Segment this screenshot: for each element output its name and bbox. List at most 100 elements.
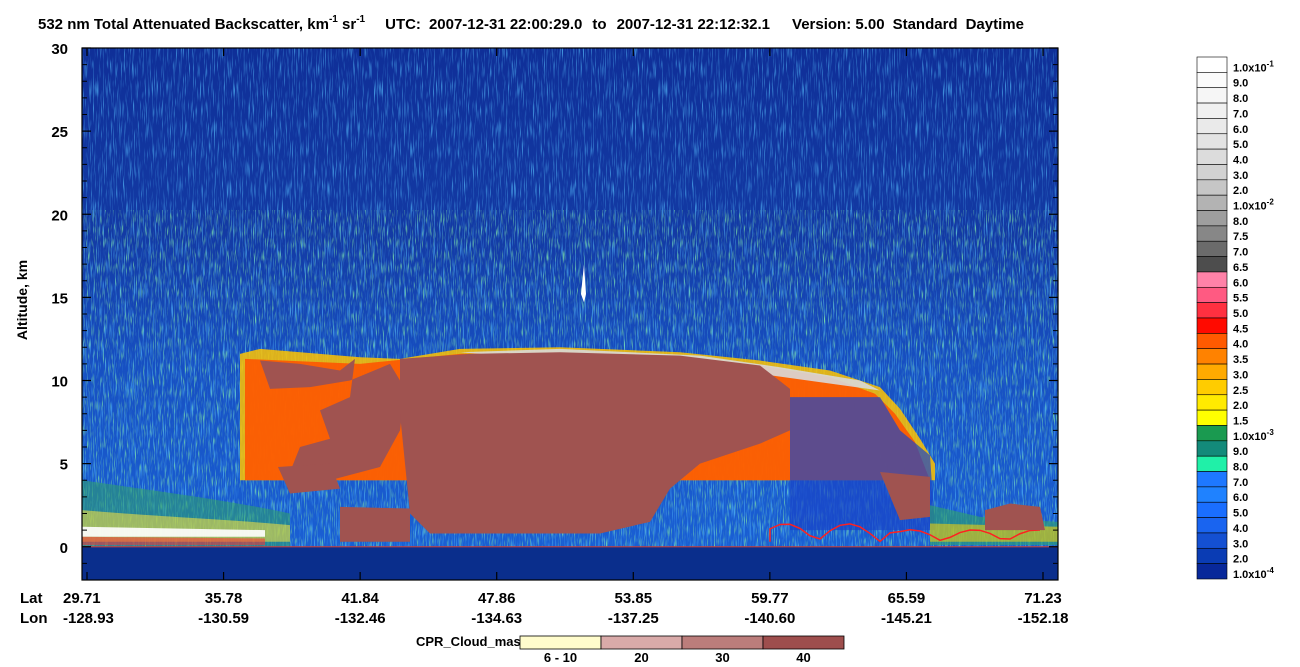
colorbar-swatch [1196,348,1228,365]
cloud-mask-swatch [681,635,764,650]
lat-tick-label: 41.84 [341,590,379,607]
surface-return-line [769,523,1041,543]
colorbar-swatch [1196,563,1228,580]
colorbar-swatch [1196,164,1228,181]
cloud-mask-swatch [600,635,683,650]
y-tick-label: 10 [51,374,68,391]
colorbar-swatch [1196,379,1228,396]
colorbar-label: 3.0 [1233,170,1248,182]
cloud-mask-shape [260,358,405,481]
colorbar-swatch [1196,286,1228,303]
y-axis: 30 25 20 15 10 5 0 [51,41,1058,581]
colorbar-swatch [1196,394,1228,411]
y-tick-label: 20 [51,207,68,224]
lat-tick-label: 71.23 [1024,590,1062,607]
colorbar-swatch [1196,501,1228,518]
colorbar-label: 6.0 [1233,124,1248,136]
colorbar-swatch [1196,133,1228,150]
colorbar-label: 5.0 [1233,508,1248,520]
lon-tick-label: -130.59 [198,610,249,627]
lat-tick-label: 53.85 [615,590,653,607]
cloud-mask-shape [340,506,410,542]
lon-row-label: Lon [20,610,48,627]
y-tick-label: 30 [51,41,68,58]
cloud-mask-bin-label: 40 [796,650,810,665]
lat-tick-label: 47.86 [478,590,516,607]
colorbar-swatch [1196,517,1228,534]
colorbar-label: 8.0 [1233,93,1248,105]
surface-red-band [82,536,265,546]
colorbar-swatch [1196,256,1228,273]
colorbar-label: 7.0 [1233,108,1248,120]
colorbar-swatch [1196,317,1228,334]
colorbar-swatch [1196,363,1228,380]
colorbar-label: 5.0 [1233,308,1248,320]
colorbar-swatch [1196,210,1228,227]
colorbar-label: 6.0 [1233,492,1248,504]
colorbar-label: 1.5 [1233,415,1248,427]
colorbar-label: 4.0 [1233,523,1248,535]
lon-tick-label: -134.63 [471,610,522,627]
colorbar-swatch [1196,333,1228,350]
y-tick-label: 0 [60,540,68,557]
lat-tick-label: 29.71 [63,590,101,607]
colorbar-swatch [1196,302,1228,319]
colorbar-label: 4.5 [1233,323,1248,335]
y-tick-label: 5 [60,457,68,474]
colorbar-swatch [1196,179,1228,196]
colorbar-label: 1.0x10-1 [1233,59,1274,74]
colorbar: 1.0x10-19.08.07.06.05.04.03.02.01.0x10-2… [1196,56,1274,581]
below-surface [82,546,1058,580]
colorbar-swatch [1196,148,1228,165]
colorbar-swatch [1196,87,1228,104]
colorbar-swatch [1196,240,1228,257]
lat-tick-label: 65.59 [888,590,926,607]
colorbar-label: 8.0 [1233,216,1248,228]
cloud-mask-bin-label: 30 [715,650,729,665]
colorbar-swatch [1196,409,1228,426]
y-tick-label: 15 [51,290,68,307]
cloud-mask-swatch [519,635,602,650]
colorbar-swatch [1196,486,1228,503]
lon-tick-label: -152.18 [1018,610,1069,627]
colorbar-label: 5.5 [1233,293,1248,305]
colorbar-label: 6.5 [1233,262,1248,274]
x-axis: Lat Lon 29.71 -128.93 35.78 -130.59 41.84 -132.… [20,48,1068,627]
colorbar-swatch [1196,471,1228,488]
colorbar-label: 9.0 [1233,446,1248,458]
colorbar-swatch [1196,547,1228,564]
colorbar-label: 7.0 [1233,477,1248,489]
colorbar-label: 5.0 [1233,139,1248,151]
backscatter-curtain [82,48,1058,580]
colorbar-swatch [1196,118,1228,135]
lat-row-label: Lat [20,590,43,607]
colorbar-label: 1.0x10-3 [1233,428,1274,443]
cloud-mask-region [260,352,1045,542]
lon-tick-label: -145.21 [881,610,932,627]
colorbar-swatch [1196,532,1228,549]
cloud-mask-shape [278,463,340,494]
surface-layer [82,546,1058,580]
colorbar-swatch [1196,225,1228,242]
y-tick-label: 25 [51,124,68,141]
colorbar-label: 1.0x10-4 [1233,566,1274,581]
y-axis-label: Altitude, km [14,260,30,340]
colorbar-swatch [1196,194,1228,211]
colorbar-label: 4.0 [1233,154,1248,166]
cloud-mask-swatch [762,635,845,650]
colorbar-label: 4.0 [1233,339,1248,351]
surface-bright-band [82,526,265,537]
colorbar-swatch [1196,440,1228,457]
colorbar-label: 3.0 [1233,369,1248,381]
colorbar-label: 2.0 [1233,554,1248,566]
colorbar-label: 6.0 [1233,277,1248,289]
chart-title: 532 nm Total Attenuated Backscatter, km-… [38,14,1024,33]
colorbar-label: 7.0 [1233,247,1248,259]
colorbar-label: 2.0 [1233,185,1248,197]
colorbar-label: 2.5 [1233,385,1248,397]
colorbar-label: 2.0 [1233,400,1248,412]
colorbar-label: 9.0 [1233,78,1248,90]
lon-tick-label: -132.46 [335,610,386,627]
cloud-mask-title: CPR_Cloud_mask [416,634,529,649]
